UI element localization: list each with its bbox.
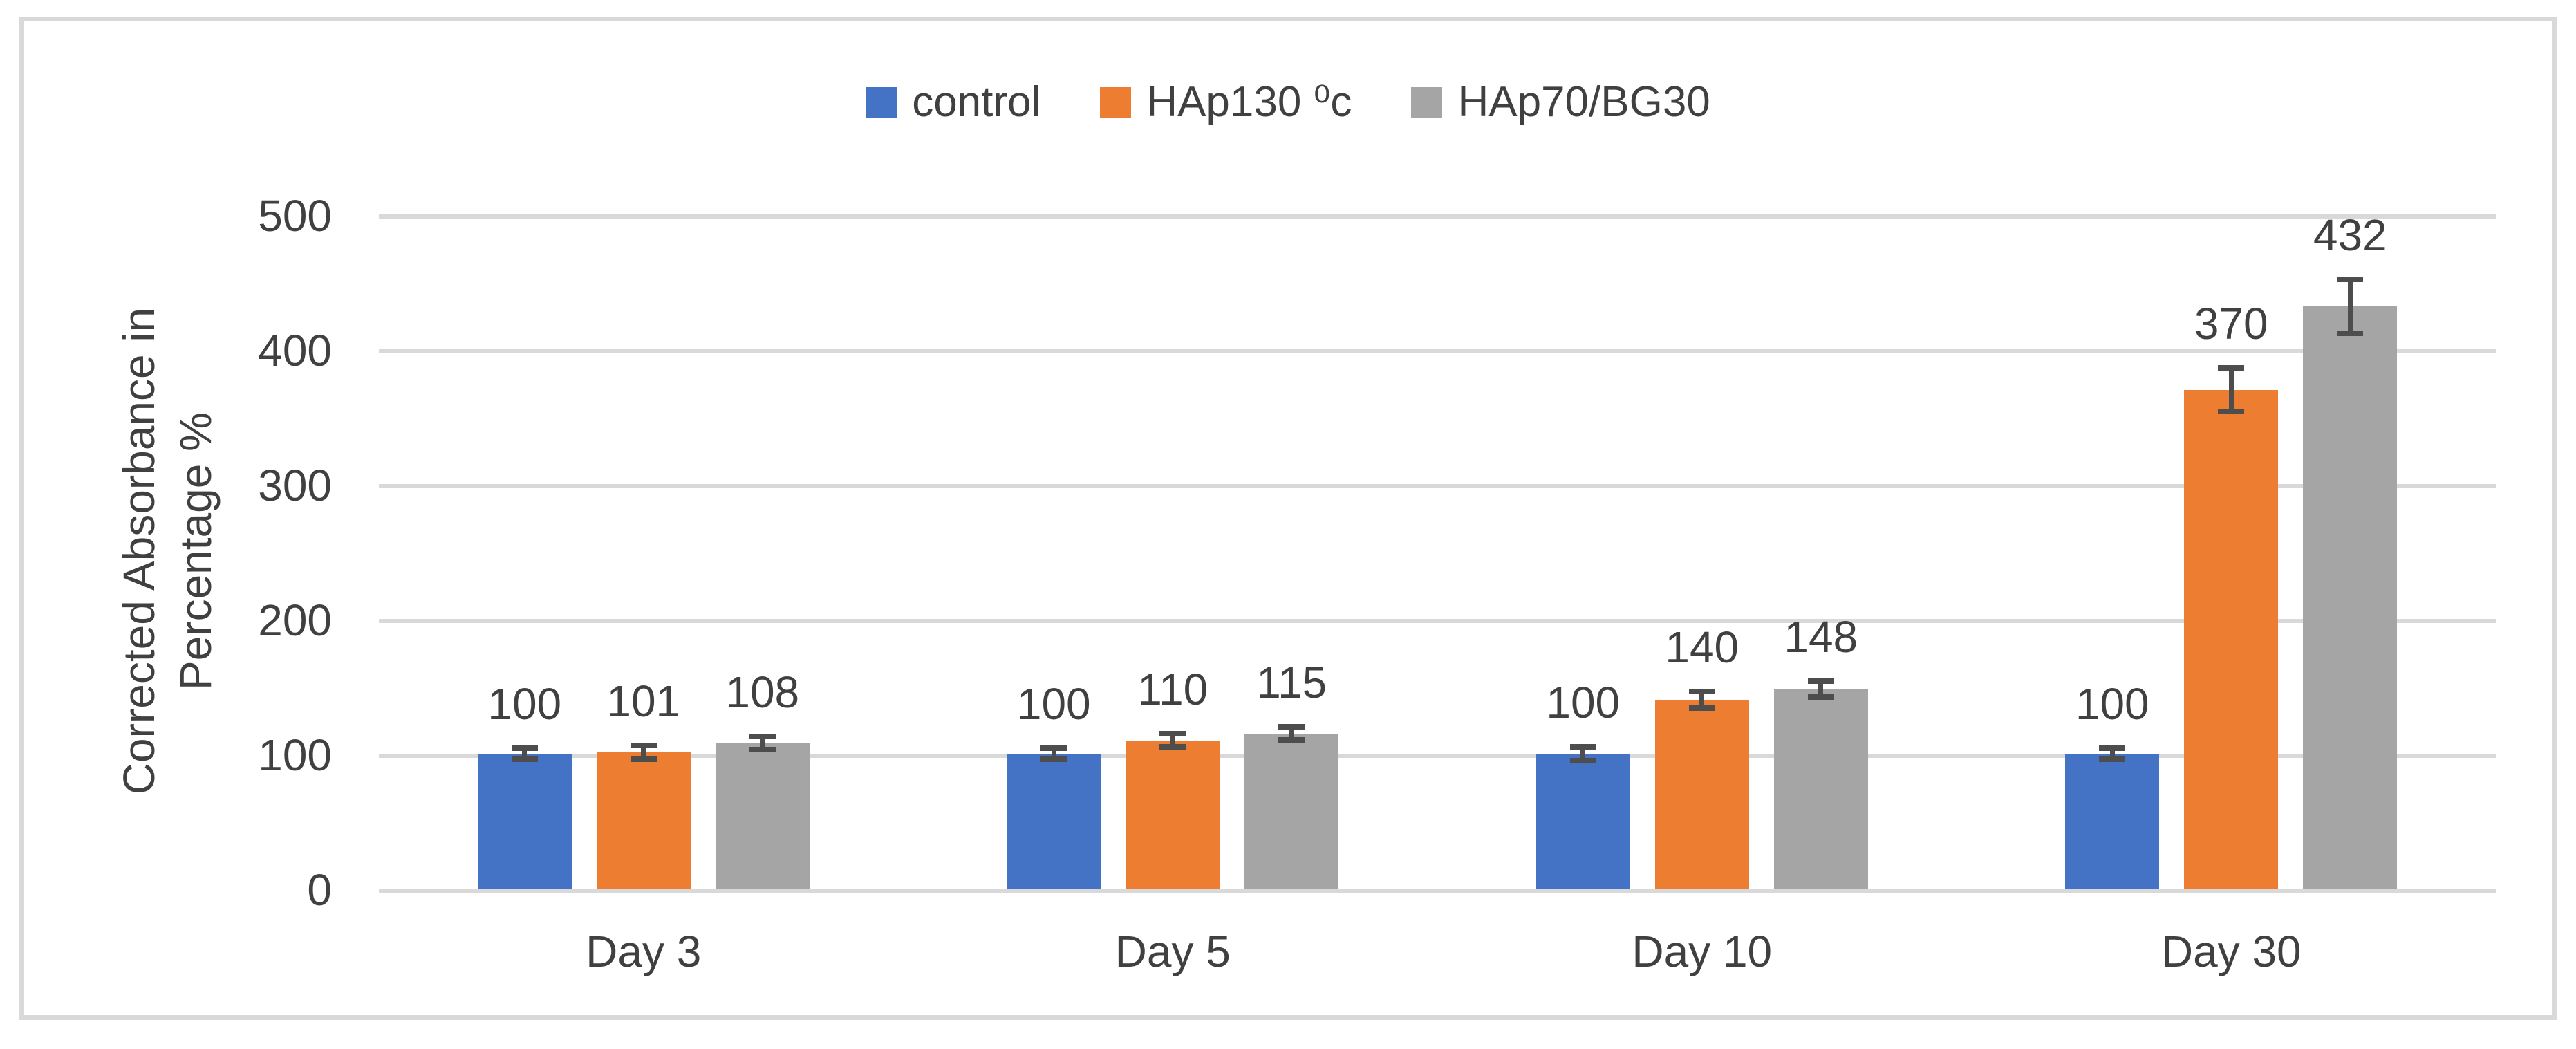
y-tick-label-500: 500 (258, 191, 332, 241)
error-bar-cap-top-hap130-c-day-30 (2218, 365, 2245, 371)
data-label-hap70-bg30-day-3: 108 (725, 667, 800, 717)
error-bar-cap-bottom-hap130-c-day-10 (1688, 705, 1715, 711)
gridline-400 (379, 349, 2496, 353)
error-bar-control-day-10 (1580, 744, 1586, 763)
data-label-hap70-bg30-day-30: 432 (2313, 210, 2387, 260)
y-tick-label-100: 100 (258, 730, 332, 780)
error-bar-cap-top-hap130-c-day-3 (630, 743, 657, 749)
x-category-label-day-5: Day 5 (1114, 927, 1231, 976)
error-bar-cap-bottom-control-day-5 (1040, 756, 1067, 762)
data-label-control-day-3: 100 (487, 679, 562, 730)
error-bar-cap-bottom-hap130-c-day-5 (1159, 744, 1186, 750)
data-label-hap130-c-day-10: 140 (1665, 622, 1739, 673)
legend-item-hap70-bg30: HAp70/BG30 (1411, 78, 1710, 126)
bar-control-day-3 (477, 754, 572, 889)
error-bar-cap-bottom-control-day-30 (2099, 756, 2126, 762)
error-bar-cap-top-control-day-30 (2099, 745, 2126, 752)
error-bar-cap-bottom-control-day-3 (511, 756, 538, 762)
legend-item-control: control (866, 78, 1041, 126)
bar-hap70-bg30-day-10 (1773, 689, 1868, 889)
x-category-label-day-10: Day 10 (1632, 927, 1773, 976)
gridline-500 (379, 214, 2496, 219)
y-tick-label-300: 300 (258, 461, 332, 510)
gridline-100 (379, 754, 2496, 758)
x-category-label-day-30: Day 30 (2160, 927, 2302, 976)
error-bar-cap-top-hap70-bg30-day-30 (2337, 276, 2364, 282)
bar-hap130-c-day-10 (1654, 700, 1749, 889)
error-bar-control-day-5 (1051, 745, 1056, 762)
data-label-control-day-30: 100 (2075, 679, 2149, 730)
y-axis-title-line-1: Corrected Absorbance in (114, 307, 164, 795)
legend-swatch-control (866, 86, 897, 118)
error-bar-cap-top-hap130-c-day-5 (1159, 730, 1186, 736)
data-label-hap130-c-day-30: 370 (2194, 299, 2268, 349)
error-bar-cap-bottom-hap130-c-day-30 (2218, 408, 2245, 414)
bar-control-day-30 (2065, 754, 2160, 889)
error-bar-cap-bottom-hap70-bg30-day-3 (749, 747, 776, 753)
error-bar-hap130-c-day-10 (1699, 689, 1705, 711)
error-bar-cap-top-control-day-5 (1040, 745, 1067, 752)
bar-hap130-c-day-30 (2184, 389, 2279, 889)
gridline-200 (379, 619, 2496, 623)
legend-swatch-hap70-bg30 (1411, 86, 1443, 118)
legend: control HAp130 ⁰c HAp70/BG30 (0, 78, 2576, 126)
error-bar-hap130-c-day-5 (1170, 730, 1175, 750)
error-bar-hap130-c-day-30 (2228, 365, 2234, 414)
legend-label-hap70-bg30: HAp70/BG30 (1457, 78, 1710, 126)
legend-swatch-hap130-c (1100, 86, 1132, 118)
data-label-hap70-bg30-day-10: 148 (1784, 611, 1858, 662)
error-bar-cap-bottom-control-day-10 (1569, 757, 1596, 763)
error-bar-control-day-30 (2109, 745, 2115, 762)
error-bar-cap-bottom-hap70-bg30-day-30 (2337, 330, 2364, 336)
y-tick-label-400: 400 (258, 326, 332, 375)
error-bar-control-day-3 (522, 745, 528, 762)
error-bar-hap70-bg30-day-30 (2347, 276, 2353, 336)
error-bar-hap70-bg30-day-10 (1818, 678, 1824, 700)
error-bar-hap130-c-day-3 (641, 743, 646, 762)
data-label-control-day-5: 100 (1016, 679, 1091, 730)
data-label-control-day-10: 100 (1546, 678, 1621, 728)
error-bar-cap-top-hap70-bg30-day-5 (1278, 724, 1305, 730)
x-category-label-day-3: Day 3 (586, 927, 702, 976)
y-tick-label-200: 200 (258, 595, 332, 645)
legend-label-hap130-c: HAp130 ⁰c (1146, 78, 1352, 126)
legend-label-control: control (912, 78, 1041, 126)
bar-control-day-5 (1007, 754, 1101, 889)
legend-item-hap130-c: HAp130 ⁰c (1100, 78, 1352, 126)
y-tick-label-0: 0 (307, 865, 332, 915)
error-bar-cap-top-hap130-c-day-10 (1688, 689, 1715, 695)
bar-control-day-10 (1536, 754, 1630, 889)
error-bar-cap-top-hap70-bg30-day-10 (1807, 678, 1834, 684)
data-label-hap130-c-day-3: 101 (606, 676, 681, 727)
bar-hap130-c-day-5 (1126, 740, 1220, 889)
bar-hap70-bg30-day-5 (1244, 733, 1339, 889)
error-bar-cap-top-control-day-10 (1569, 744, 1596, 750)
error-bar-cap-bottom-hap130-c-day-3 (630, 756, 657, 762)
error-bar-hap70-bg30-day-3 (760, 733, 765, 753)
bar-hap130-c-day-3 (596, 752, 691, 889)
error-bar-cap-top-hap70-bg30-day-3 (749, 733, 776, 739)
bar-hap70-bg30-day-3 (715, 743, 810, 889)
gridline-300 (379, 484, 2496, 488)
error-bar-hap70-bg30-day-5 (1289, 724, 1294, 743)
error-bar-cap-top-control-day-3 (511, 745, 538, 752)
data-label-hap70-bg30-day-5: 115 (1256, 658, 1327, 708)
bar-hap70-bg30-day-30 (2303, 306, 2398, 889)
data-label-hap130-c-day-5: 110 (1137, 664, 1208, 714)
gridline-0 (379, 889, 2496, 893)
error-bar-cap-bottom-hap70-bg30-day-10 (1807, 694, 1834, 700)
error-bar-cap-bottom-hap70-bg30-day-5 (1278, 737, 1305, 743)
